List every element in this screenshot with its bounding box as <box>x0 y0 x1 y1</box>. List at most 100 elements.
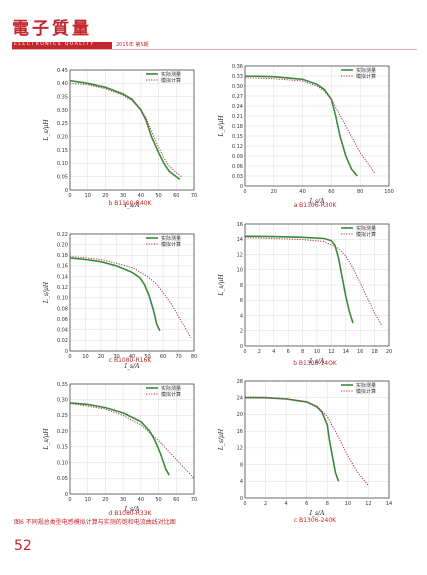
y-tick-label: 2 <box>240 329 243 335</box>
legend-label-measured: 实际测量 <box>356 225 376 232</box>
y-tick-label: 12 <box>237 446 243 452</box>
legend-label-simulated: 模拟计算 <box>356 231 376 238</box>
series-line-measured <box>245 396 340 482</box>
y-tick-label: 0.15 <box>57 148 68 154</box>
y-tick-label: 0.05 <box>57 476 68 482</box>
series-line-measured <box>69 402 170 476</box>
x-tick-label: 100 <box>384 189 394 195</box>
x-tick-label: 0 <box>68 193 71 199</box>
y-tick-label: 0.21 <box>232 114 243 120</box>
x-tick-label: 2 <box>258 349 261 355</box>
y-tick-label: 0 <box>65 349 68 355</box>
x-tick-label: 0 <box>243 189 246 195</box>
x-tick-label: 50 <box>144 354 150 360</box>
y-tick-label: 0 <box>240 184 243 190</box>
x-tick-label: 40 <box>138 497 144 503</box>
series-line-simulated <box>244 237 383 326</box>
y-axis-label: L_s/μH <box>218 274 225 297</box>
chart-caption-b1306-r30k: a B1306-R30K <box>293 202 337 209</box>
y-tick-label: 0.15 <box>57 445 68 451</box>
x-tick-label: 50 <box>155 497 161 503</box>
y-tick-label: 0.02 <box>57 338 68 344</box>
y-tick-label: 0.20 <box>57 242 68 248</box>
x-tick-label: 60 <box>160 354 166 360</box>
plot-frame <box>69 69 195 191</box>
x-tick-label: 60 <box>173 193 179 199</box>
y-axis-label: L_s/μH <box>43 428 50 451</box>
y-tick-label: 0.18 <box>57 253 68 259</box>
y-tick-label: 0.12 <box>57 285 68 291</box>
chart-b1080-r33k: 0 10 20 30 40 50 60 70 0 0.05 0.10 0.15 0.20 0.25 0.30… <box>43 382 197 513</box>
legend-label-measured: 实际测量 <box>161 71 181 78</box>
x-axis-label: I_s/A <box>309 510 325 517</box>
y-tick-label: 0 <box>240 496 243 502</box>
x-tick-label: 10 <box>85 193 91 199</box>
page-number: 52 <box>14 538 32 554</box>
legend-label-simulated: 模拟计算 <box>356 73 376 80</box>
y-tick-label: 0.08 <box>57 306 68 312</box>
x-tick-label: 10 <box>314 349 320 355</box>
x-tick-label: 20 <box>271 189 277 195</box>
x-tick-label: 40 <box>129 354 135 360</box>
x-tick-label: 18 <box>371 349 377 355</box>
x-axis-label: I_s/A <box>309 358 325 365</box>
y-tick-label: 0.35 <box>57 94 68 100</box>
x-tick-label: 60 <box>328 189 334 195</box>
chart-b1306-140k: 0 2 4 6 8 10 12 14 16 18 20 0 2 4 6 8 10 12 14 16 I_s/A L_s/μ… <box>218 222 392 365</box>
chart-caption-b1080-r16k: c B1080-R16K <box>108 357 152 364</box>
y-tick-label: 0.45 <box>57 68 68 74</box>
y-tick-label: 0.10 <box>57 161 68 167</box>
x-tick-label: 8 <box>301 349 304 355</box>
chart-caption-b1306-140k: b B1306-14OK <box>293 360 337 367</box>
x-axis-label: I_s/A <box>124 202 140 209</box>
figure-caption: 图6 不同规总类型电感模拟计算与实测的饱和电流曲线对比图 <box>14 519 176 526</box>
y-tick-label: 0.06 <box>232 164 243 170</box>
x-tick-label: 10 <box>82 354 88 360</box>
y-axis-label: L_s/μH <box>43 281 50 304</box>
x-tick-label: 10 <box>345 501 351 507</box>
y-tick-label: 0.24 <box>232 104 243 110</box>
header-rule <box>12 49 417 50</box>
y-tick-label: 0.33 <box>232 74 243 80</box>
y-tick-label: 0.14 <box>57 274 68 280</box>
plot-frame <box>69 233 195 352</box>
x-tick-label: 20 <box>386 349 392 355</box>
x-tick-label: 6 <box>305 501 308 507</box>
y-tick-label: 6 <box>240 298 243 304</box>
x-tick-label: 30 <box>120 193 126 199</box>
y-tick-label: 20 <box>237 412 243 418</box>
y-tick-label: 0.20 <box>57 134 68 140</box>
y-tick-label: 0.09 <box>232 154 243 160</box>
page-header: 電子質量 ELECTRONICS QUALITY 2015年 第5期 <box>0 0 427 52</box>
plot-frame <box>244 223 390 347</box>
y-tick-label: 0.30 <box>57 398 68 404</box>
y-tick-label: 4 <box>240 313 243 319</box>
y-tick-label: 0.05 <box>57 174 68 180</box>
series-line-simulated <box>69 255 192 338</box>
chart-caption-b1080-r33k: d B1080-R33K <box>108 510 152 517</box>
y-tick-label: 0.06 <box>57 317 68 323</box>
legend-label-simulated: 模拟计算 <box>161 391 181 398</box>
x-tick-label: 2 <box>264 501 267 507</box>
y-tick-label: 0.12 <box>232 144 243 150</box>
y-tick-label: 0 <box>240 344 243 350</box>
journal-brand: 電子質量 <box>12 19 92 39</box>
y-tick-label: 0 <box>65 188 68 194</box>
x-tick-label: 80 <box>357 189 363 195</box>
x-tick-label: 14 <box>386 501 392 507</box>
x-tick-label: 30 <box>120 497 126 503</box>
y-tick-label: 16 <box>237 222 243 228</box>
series-line-measured <box>244 235 354 324</box>
legend-label-simulated: 模拟计算 <box>161 77 181 84</box>
x-axis-label: I_s/A <box>124 363 140 370</box>
plot-frame <box>244 380 390 499</box>
x-tick-label: 0 <box>243 501 246 507</box>
legend-label-measured: 实际测量 <box>161 235 181 242</box>
x-tick-label: 14 <box>343 349 349 355</box>
series-line-measured <box>69 79 181 180</box>
y-axis-label: L_s/μH <box>218 115 225 138</box>
chart-b1306-240k: 0 2 4 6 8 10 12 140481216202428I_s/AL_s/μH实际测量模… <box>218 379 392 517</box>
y-tick-label: 28 <box>237 379 243 385</box>
y-tick-label: 8 <box>240 283 243 289</box>
y-tick-label: 0.25 <box>57 121 68 127</box>
